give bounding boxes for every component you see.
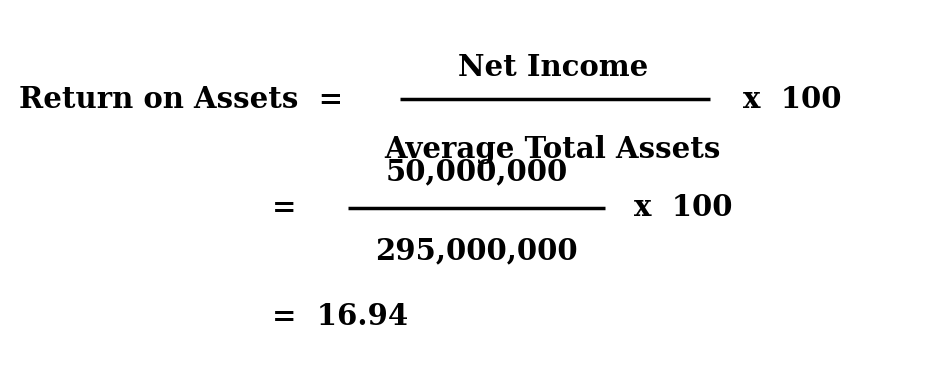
Text: x  100: x 100	[633, 193, 731, 222]
Text: 295,000,000: 295,000,000	[375, 236, 577, 265]
Text: Return on Assets  =: Return on Assets =	[19, 85, 343, 114]
Text: Net Income: Net Income	[457, 53, 647, 82]
Text: Average Total Assets: Average Total Assets	[385, 135, 720, 164]
Text: 50,000,000: 50,000,000	[385, 157, 567, 187]
Text: =: =	[271, 193, 296, 222]
Text: =  16.94: = 16.94	[271, 301, 407, 331]
Text: x  100: x 100	[743, 85, 841, 114]
